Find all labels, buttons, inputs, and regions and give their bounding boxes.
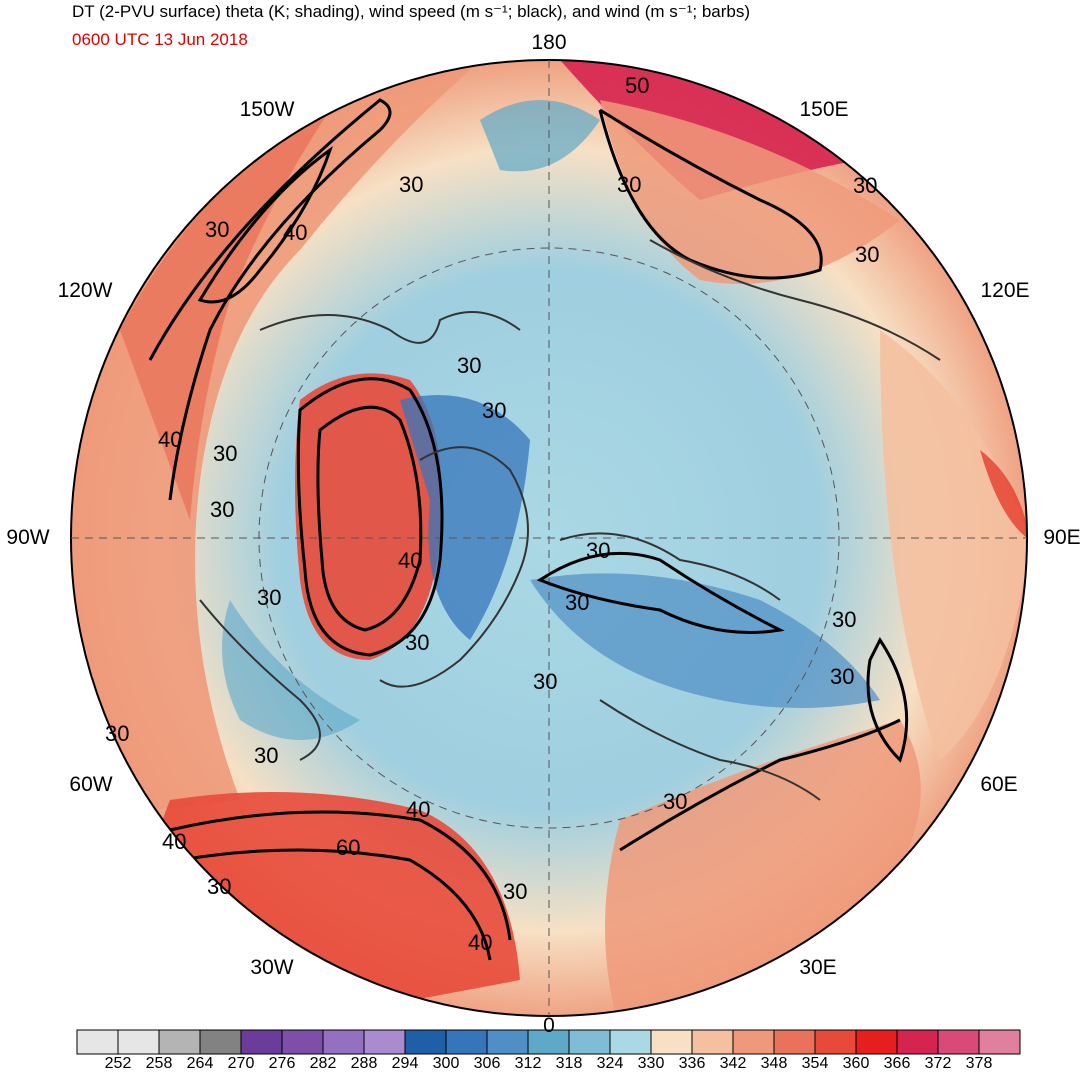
lon-label-120w: 120W [57, 279, 113, 302]
contour-label: 40 [398, 548, 422, 573]
contour-label: 40 [158, 427, 182, 452]
colorbar-swatch [158, 1029, 201, 1055]
colorbar-swatch [732, 1029, 775, 1055]
lon-label-90w: 90W [6, 526, 50, 549]
colorbar-tick: 288 [350, 1055, 378, 1072]
contour-label: 50 [625, 73, 649, 98]
contour-label: 30 [586, 538, 610, 563]
colorbar-tick: 276 [268, 1055, 296, 1072]
colorbar-tick: 300 [432, 1055, 460, 1072]
colorbar-swatch [937, 1029, 980, 1055]
lon-label-30w: 30W [250, 956, 294, 979]
valid-time: 0600 UTC 13 Jun 2018 [72, 30, 248, 49]
lon-label-180: 180 [531, 31, 567, 54]
colorbar-tick: 318 [555, 1055, 583, 1072]
lon-label-60e: 60E [980, 773, 1018, 796]
lon-label-90e: 90E [1043, 526, 1081, 549]
colorbar-swatch [486, 1029, 529, 1055]
contour-label: 30 [830, 664, 854, 689]
lon-label-30e: 30E [799, 956, 837, 979]
colorbar-swatch [363, 1029, 406, 1055]
contour-label: 30 [832, 607, 856, 632]
contour-label: 30 [565, 590, 589, 615]
contour-label: 30 [205, 217, 229, 242]
colorbar-swatch [773, 1029, 816, 1055]
colorbar-swatch [76, 1029, 119, 1055]
lon-label-120e: 120E [980, 279, 1030, 302]
colorbar-tick: 252 [104, 1055, 132, 1072]
colorbar-swatch [199, 1029, 242, 1055]
contour-label: 30 [254, 743, 278, 768]
contour-label: 30 [399, 172, 423, 197]
contour-label: 60 [336, 835, 360, 860]
colorbar-swatch [281, 1029, 324, 1055]
colorbar-tick: 270 [227, 1055, 255, 1072]
lon-label-150e: 150E [799, 98, 849, 121]
colorbar-tick: 264 [186, 1055, 214, 1072]
wind-speed-contours [148, 98, 909, 961]
colorbar-tick: 312 [514, 1055, 542, 1072]
figure-title: DT (2-PVU surface) theta (K; shading), w… [72, 2, 751, 21]
lon-label-60w: 60W [69, 773, 113, 796]
colorbar-tick: 330 [637, 1055, 665, 1072]
colorbar-swatch [978, 1029, 1021, 1055]
colorbar-swatch [240, 1029, 283, 1055]
colorbar-tick-labels: 252 258 264 270 276 282 288 294 300 306 312 318 324 3… [0, 1055, 1088, 1075]
contour-label: 40 [162, 829, 186, 854]
colorbar-swatch [445, 1029, 488, 1055]
colorbar-tick: 348 [760, 1055, 788, 1072]
contour-label: 40 [406, 797, 430, 822]
colorbar-swatch [527, 1029, 570, 1055]
colorbar-tick: 360 [842, 1055, 870, 1072]
graticule [71, 60, 1027, 1016]
contour-label: 30 [213, 441, 237, 466]
lon-label-150w: 150W [239, 98, 295, 121]
contour-label: 30 [207, 874, 231, 899]
contour-label: 30 [257, 585, 281, 610]
colorbar-tick: 354 [801, 1055, 829, 1072]
contour-label: 30 [663, 789, 687, 814]
colorbar-tick: 258 [145, 1055, 173, 1072]
colorbar-tick: 282 [309, 1055, 337, 1072]
contour-label: 30 [457, 353, 481, 378]
contour-label: 30 [405, 630, 429, 655]
contour-label: 40 [468, 930, 492, 955]
colorbar-swatch [814, 1029, 857, 1055]
colorbar-tick: 306 [473, 1055, 501, 1072]
colorbar-swatch [896, 1029, 939, 1055]
contour-label: 30 [503, 879, 527, 904]
colorbar-tick: 378 [965, 1055, 993, 1072]
contour-label: 40 [283, 220, 307, 245]
coastlines [199, 239, 941, 801]
colorbar-swatch [609, 1029, 652, 1055]
colorbar-swatch [855, 1029, 898, 1055]
colorbar-tick: 372 [924, 1055, 952, 1072]
colorbar [76, 1029, 1021, 1055]
colorbar-swatch [117, 1029, 160, 1055]
colorbar-tick: 366 [883, 1055, 911, 1072]
contour-label: 30 [482, 398, 506, 423]
colorbar-tick: 336 [678, 1055, 706, 1072]
contour-label: 30 [210, 497, 234, 522]
colorbar-swatch [691, 1029, 734, 1055]
colorbar-tick: 294 [391, 1055, 419, 1072]
contour-label: 30 [617, 172, 641, 197]
contour-label: 30 [853, 173, 877, 198]
colorbar-swatch [650, 1029, 693, 1055]
contour-label: 30 [855, 242, 879, 267]
contour-label: 30 [105, 721, 129, 746]
contour-labels: 50 30 30 30 40 30 30 30 40 30 30 30 30 4… [105, 73, 879, 955]
colorbar-tick: 342 [719, 1055, 747, 1072]
contour-label: 30 [533, 669, 557, 694]
colorbar-swatch [568, 1029, 611, 1055]
colorbar-swatch [404, 1029, 447, 1055]
colorbar-tick: 324 [596, 1055, 624, 1072]
colorbar-swatch [322, 1029, 365, 1055]
lon-label-0: 0 [543, 1014, 555, 1037]
